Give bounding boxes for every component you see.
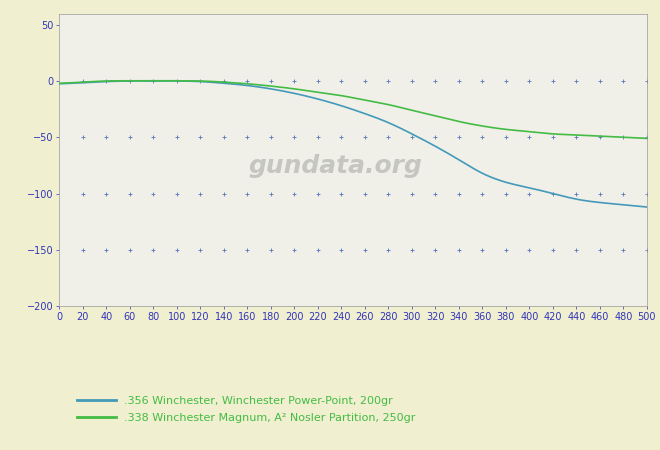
Text: gundata.org: gundata.org (249, 153, 422, 178)
Legend: .356 Winchester, Winchester Power-Point, 200gr, .338 Winchester Magnum, A² Nosle: .356 Winchester, Winchester Power-Point,… (77, 396, 416, 423)
